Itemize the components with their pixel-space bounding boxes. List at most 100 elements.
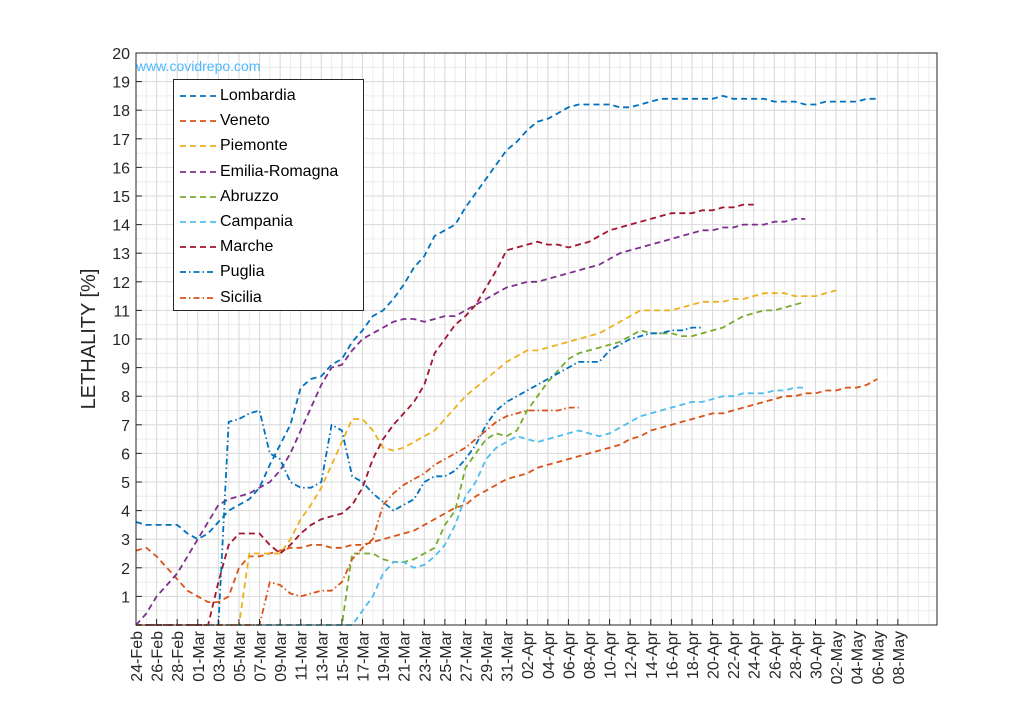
y-tick-label: 18: [112, 103, 130, 120]
legend-label: Emilia-Romagna: [220, 162, 339, 180]
legend-item: Abruzzo: [174, 185, 363, 209]
legend-swatch: [180, 221, 216, 223]
x-tick-label: 02-Apr: [520, 630, 537, 679]
watermark-text: www.covidrepo.com: [136, 58, 261, 74]
y-tick-label: 12: [112, 275, 130, 292]
y-tick-label: 10: [112, 332, 130, 349]
chart-series: [135, 95, 878, 626]
x-tick-label: 22-Apr: [726, 630, 743, 679]
x-tick-label: 08-May: [891, 631, 908, 684]
x-tick-label: 20-Apr: [706, 630, 723, 679]
legend-item: Puglia: [174, 260, 363, 284]
legend-item: Veneto: [174, 109, 363, 133]
x-tick-label: 19-Mar: [376, 630, 393, 681]
legend-label: Lombardia: [220, 87, 296, 104]
y-tick-label: 8: [121, 389, 130, 406]
x-tick-label: 21-Mar: [397, 630, 414, 681]
x-tick-label: 07-Mar: [253, 630, 270, 681]
x-tick-label: 31-Mar: [500, 630, 517, 681]
x-tick-label: 16-Apr: [664, 630, 681, 679]
legend-label: Puglia: [220, 263, 265, 281]
x-tick-label: 01-Mar: [191, 630, 208, 681]
x-tick-label: 06-May: [870, 631, 887, 684]
x-tick-label: 10-Apr: [603, 630, 620, 679]
legend-item: Sicilia: [174, 286, 363, 310]
legend-swatch: [180, 120, 216, 123]
series-line-lombardia: [135, 95, 878, 541]
series-line-puglia: [136, 326, 703, 626]
x-tick-label: 05-Mar: [232, 630, 249, 681]
x-tick-label: 23-Mar: [417, 630, 434, 681]
legend-label: Marche: [220, 238, 274, 256]
chart-legend: Lombardia Veneto Piemonte Emilia-Romagna Abr…: [173, 79, 364, 311]
y-tick-label: 15: [112, 189, 130, 206]
legend-swatch: [180, 95, 216, 97]
x-tick-label: 30-Apr: [809, 630, 826, 679]
y-axis-label: LETHALITY [%]: [78, 269, 100, 410]
x-tick-label: 28-Feb: [170, 631, 187, 682]
legend-swatch: [180, 246, 216, 249]
y-tick-label: 1: [121, 589, 130, 606]
x-tick-label: 28-Apr: [788, 630, 805, 679]
x-tick-label: 08-Apr: [582, 630, 599, 679]
x-tick-label: 09-Mar: [273, 630, 290, 681]
series-line-abruzzo: [136, 300, 806, 626]
x-tick-label: 17-Mar: [356, 630, 373, 681]
legend-swatch: [180, 145, 216, 148]
y-tick-label: 16: [112, 160, 130, 177]
y-tick-label: 6: [121, 446, 130, 463]
legend-label: Campania: [220, 213, 293, 230]
x-tick-label: 25-Mar: [438, 630, 455, 681]
y-tick-label: 11: [113, 303, 130, 320]
y-tick-label: 17: [112, 132, 130, 149]
series-line-marche: [136, 203, 754, 626]
series-line-sicilia: [136, 406, 579, 626]
legend-swatch: [180, 271, 216, 274]
y-tick-label: 13: [112, 246, 130, 263]
legend-swatch: [180, 195, 216, 198]
y-tick-label: 5: [121, 475, 130, 492]
x-tick-label: 26-Feb: [150, 631, 167, 682]
legend-swatch: [180, 296, 216, 299]
legend-item: Campania: [174, 210, 363, 234]
y-tick-label: 4: [121, 504, 130, 521]
series-line-emilia-romagna: [135, 217, 806, 626]
x-tick-label: 26-Apr: [767, 630, 784, 679]
y-tick-label: 20: [112, 46, 130, 63]
x-tick-label: 11-Mar: [294, 630, 311, 680]
x-tick-label: 03-Mar: [211, 630, 228, 681]
legend-label: Piemonte: [220, 137, 288, 155]
legend-item: Piemonte: [174, 134, 363, 158]
x-tick-label: 06-Apr: [561, 630, 578, 679]
x-tick-label: 14-Apr: [644, 630, 661, 679]
legend-label: Veneto: [220, 112, 270, 130]
series-line-veneto: [135, 378, 878, 603]
x-tick-label: 02-May: [829, 631, 846, 684]
y-tick-label: 19: [112, 75, 130, 92]
legend-label: Abruzzo: [220, 187, 279, 205]
series-line-campania: [136, 386, 806, 626]
x-tick-label: 24-Apr: [747, 630, 764, 679]
x-tick-label: 24-Feb: [129, 631, 146, 682]
y-tick-label: 14: [112, 218, 130, 235]
legend-label: Sicilia: [220, 288, 262, 306]
x-tick-label: 29-Mar: [479, 630, 496, 681]
y-tick-label: 9: [121, 361, 130, 378]
x-tick-label: 27-Mar: [458, 630, 475, 681]
x-tick-label: 18-Apr: [685, 630, 702, 679]
series-line-piemonte: [136, 289, 837, 626]
legend-item: Emilia-Romagna: [174, 160, 363, 184]
x-tick-label: 13-Mar: [314, 630, 331, 681]
legend-item: Lombardia: [174, 84, 363, 108]
legend-swatch: [180, 170, 216, 173]
x-tick-label: 04-Apr: [541, 630, 558, 679]
x-tick-label: 04-May: [850, 631, 867, 684]
x-tick-label: 15-Mar: [335, 630, 352, 681]
y-tick-label: 2: [121, 561, 130, 578]
y-tick-label: 7: [121, 418, 130, 435]
x-tick-label: 12-Apr: [623, 630, 640, 679]
legend-item: Marche: [174, 235, 363, 259]
y-tick-label: 3: [121, 532, 130, 549]
